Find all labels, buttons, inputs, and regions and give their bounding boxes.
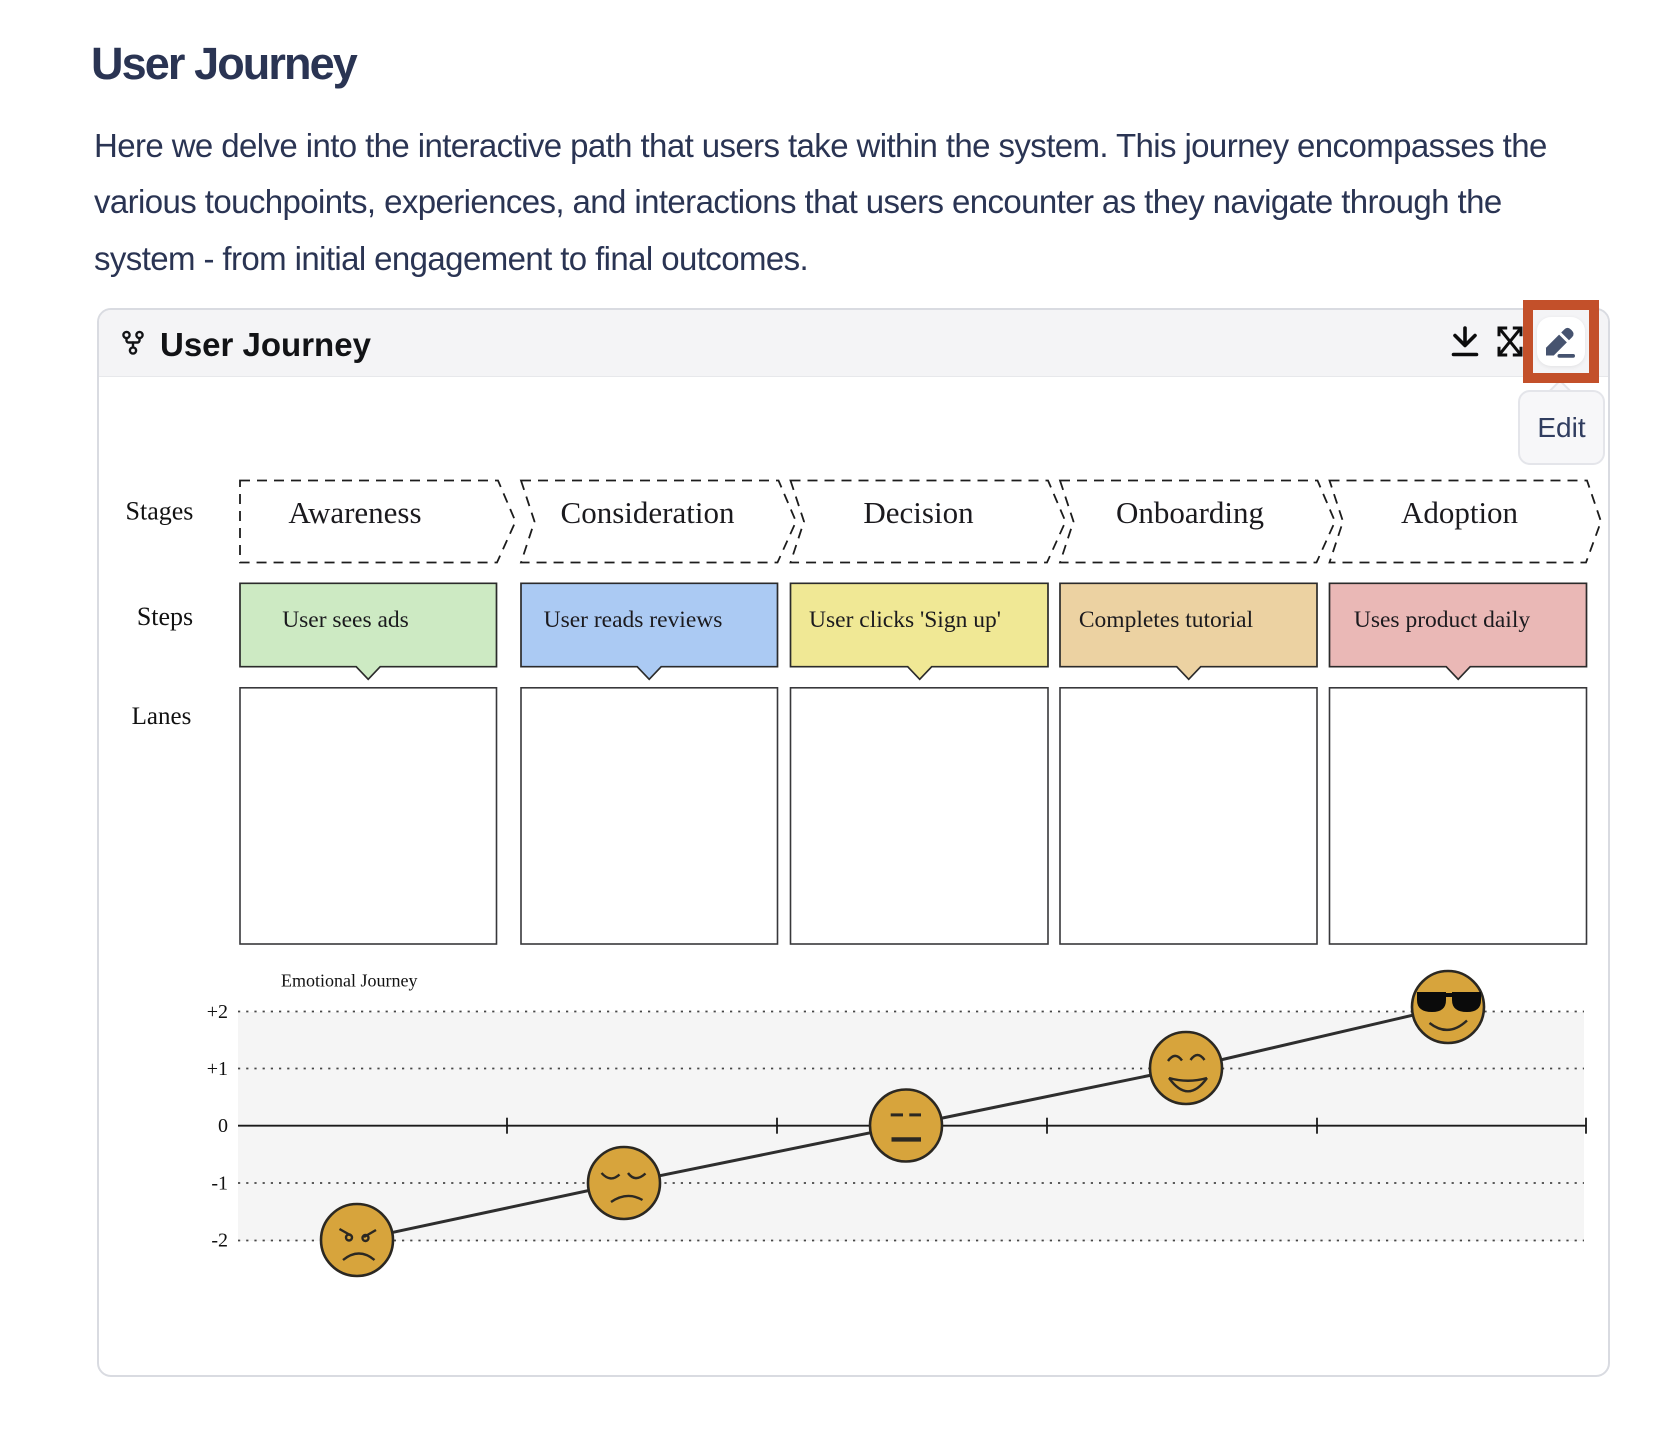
svg-text:Adoption: Adoption: [1401, 495, 1519, 530]
svg-text:Lanes: Lanes: [132, 703, 192, 730]
svg-text:Awareness: Awareness: [288, 495, 421, 530]
svg-text:Consideration: Consideration: [561, 495, 735, 530]
svg-text:0: 0: [218, 1115, 228, 1137]
svg-text:Completes tutorial: Completes tutorial: [1079, 607, 1254, 633]
svg-text:-1: -1: [211, 1173, 228, 1195]
svg-text:-2: -2: [211, 1230, 228, 1252]
svg-text:Decision: Decision: [863, 495, 974, 530]
svg-text:Steps: Steps: [137, 602, 193, 631]
svg-text:User sees ads: User sees ads: [282, 607, 409, 633]
svg-text:User clicks 'Sign up': User clicks 'Sign up': [809, 607, 1001, 633]
svg-text:+1: +1: [207, 1058, 228, 1080]
svg-text:+2: +2: [207, 1001, 228, 1023]
svg-text:Uses product daily: Uses product daily: [1354, 607, 1530, 633]
svg-text:Onboarding: Onboarding: [1116, 495, 1264, 530]
svg-text:Emotional Journey: Emotional Journey: [281, 971, 417, 991]
svg-text:Stages: Stages: [126, 497, 194, 526]
svg-text:User reads reviews: User reads reviews: [544, 607, 723, 633]
